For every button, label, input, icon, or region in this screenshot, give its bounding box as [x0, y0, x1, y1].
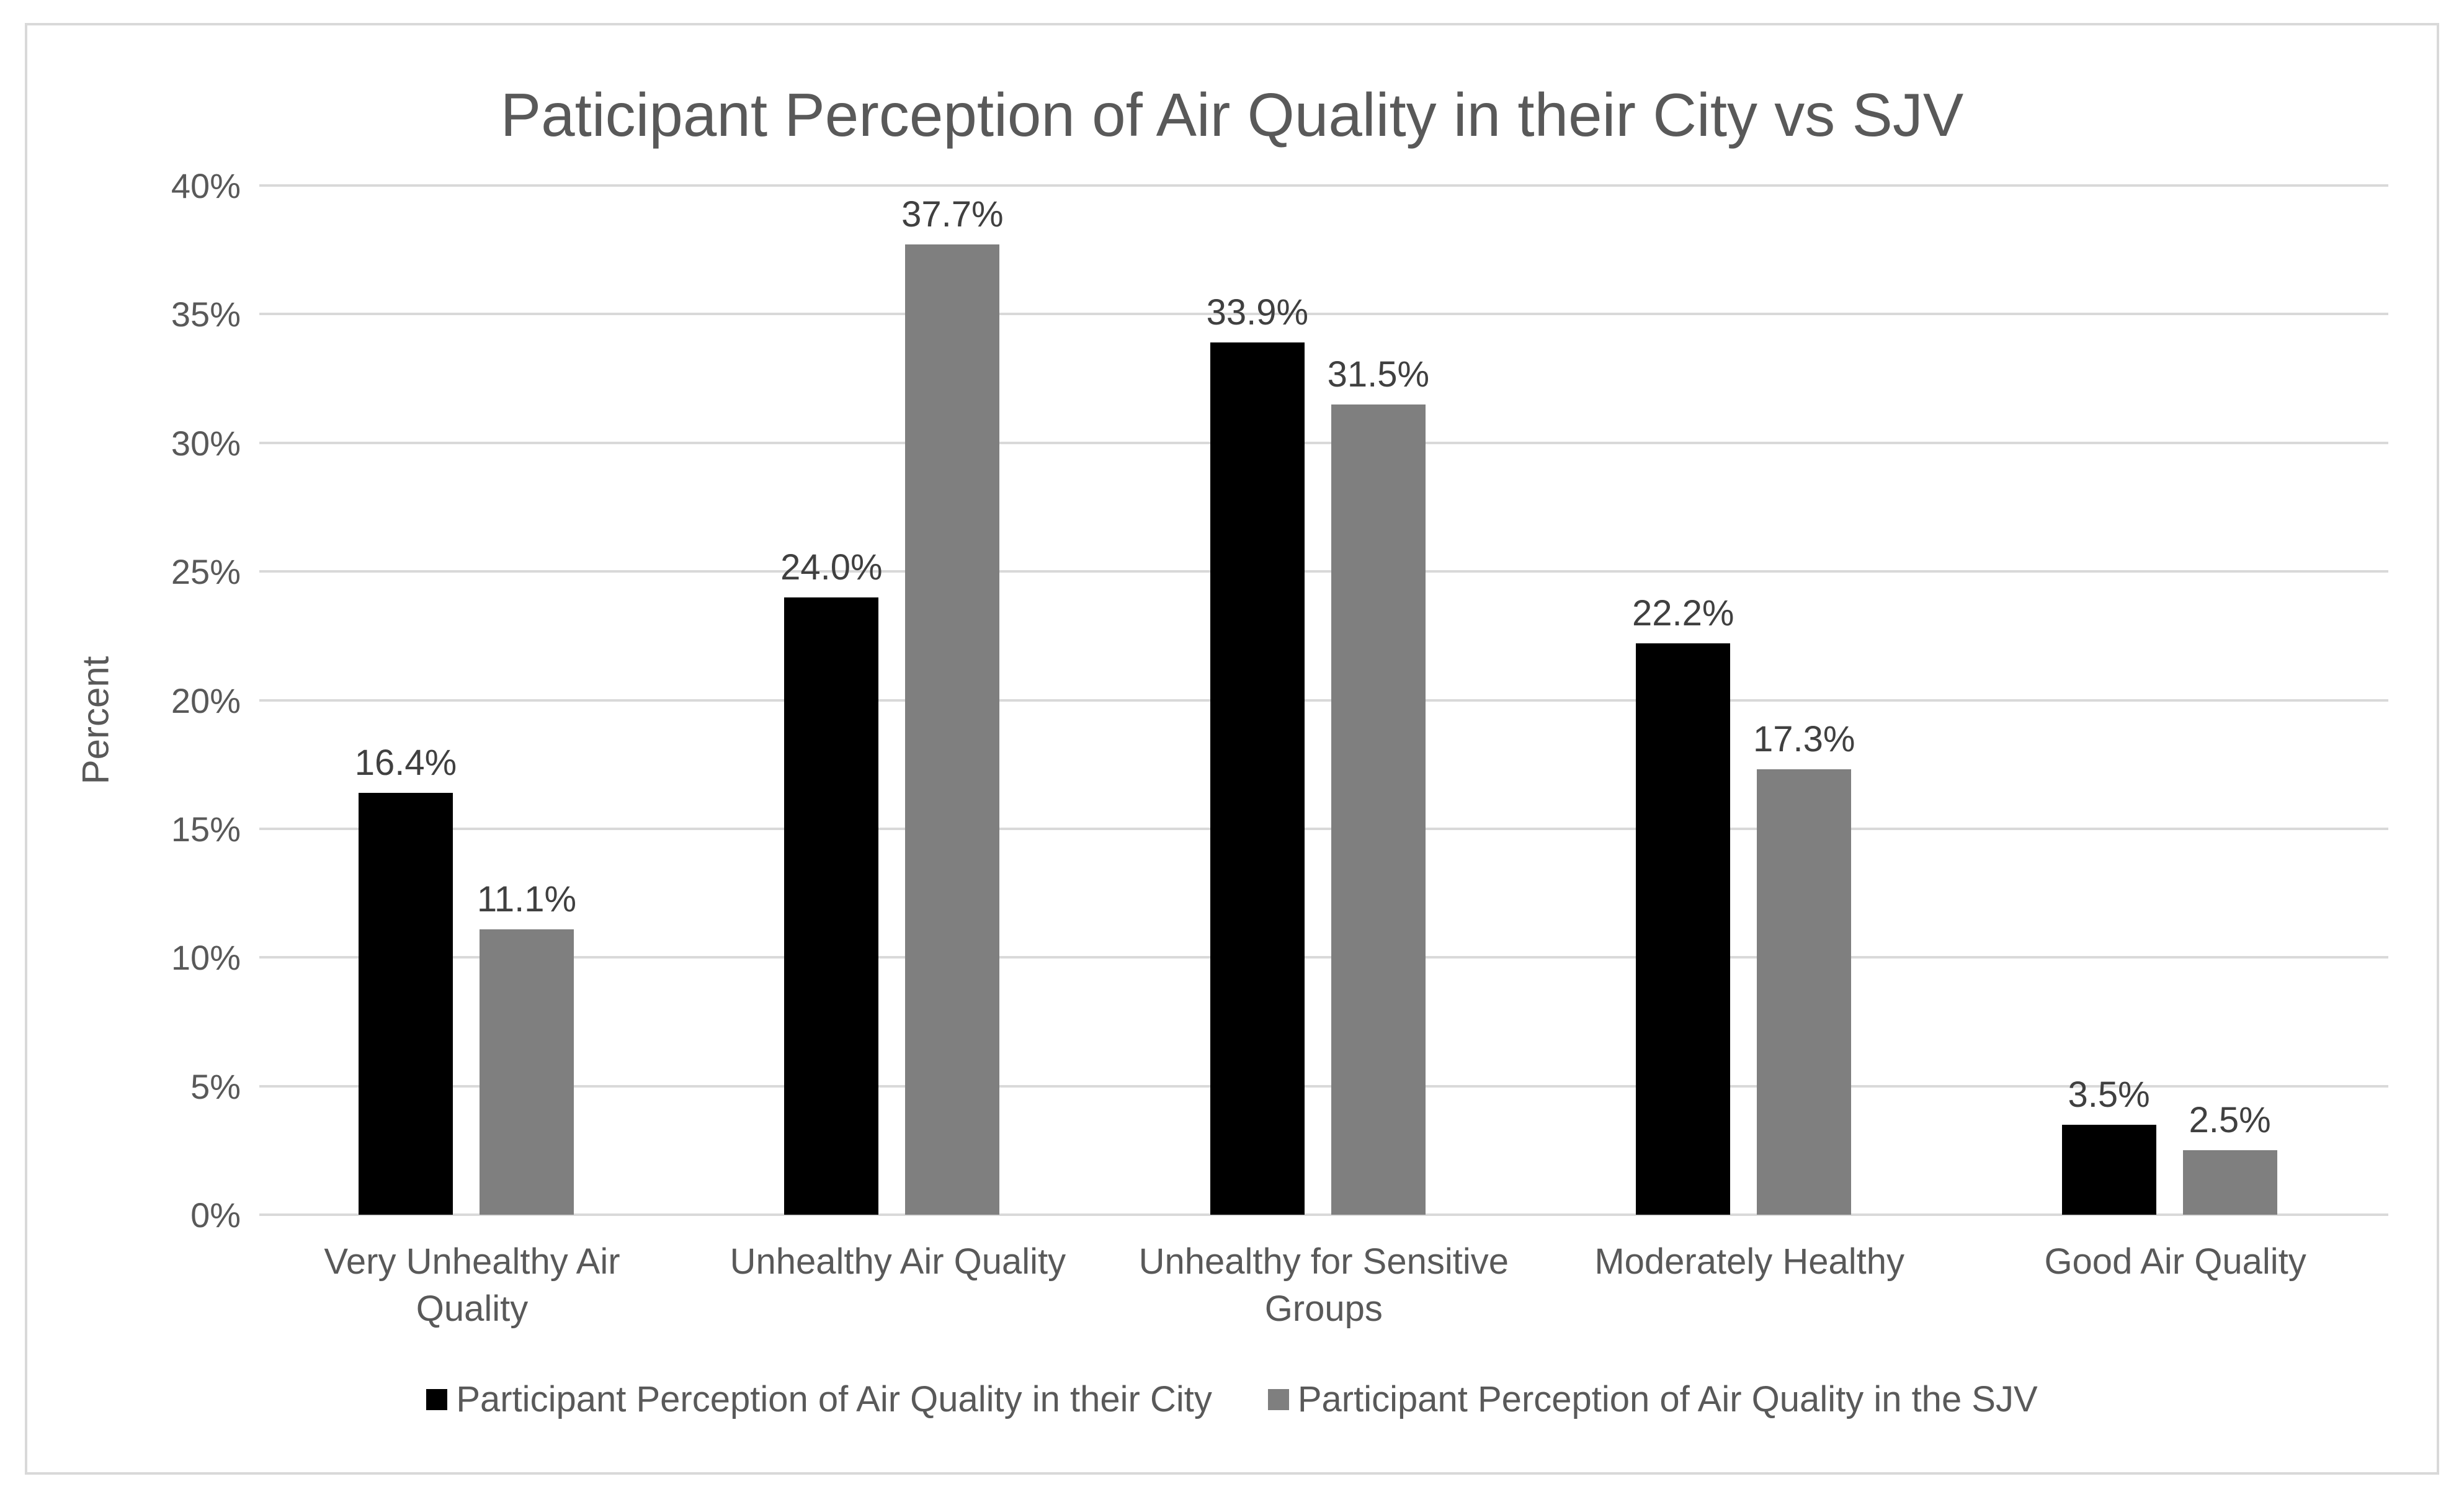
gridline	[259, 1084, 2388, 1088]
data-label: 16.4%	[354, 742, 457, 783]
data-label: 3.5%	[2068, 1074, 2150, 1115]
y-tick-label: 35%	[171, 295, 241, 334]
gridline	[259, 184, 2388, 187]
data-label: 22.2%	[1632, 593, 1734, 634]
bar-city	[359, 792, 453, 1215]
y-tick-label: 5%	[190, 1066, 241, 1106]
gridline	[259, 570, 2388, 573]
gridline	[259, 313, 2388, 316]
x-tick-label: Unhealthy Air Quality	[730, 1241, 1066, 1282]
legend-swatch-icon	[426, 1388, 448, 1410]
legend-swatch-icon	[1267, 1388, 1289, 1410]
y-tick-label: 20%	[171, 681, 241, 720]
bar-sjv	[1757, 769, 1852, 1215]
gridline	[259, 1213, 2388, 1216]
legend-label: Participant Perception of Air Quality in…	[1297, 1379, 2038, 1419]
gridline	[259, 699, 2388, 702]
data-label: 2.5%	[2189, 1100, 2271, 1141]
legend-label: Participant Perception of Air Quality in…	[456, 1379, 1212, 1419]
bar-city	[1636, 643, 1731, 1215]
data-label: 33.9%	[1206, 292, 1309, 333]
x-tick-label: Good Air Quality	[2044, 1241, 2306, 1282]
data-label: 24.0%	[780, 547, 883, 588]
y-tick-label: 10%	[171, 938, 241, 978]
data-label: 11.1%	[476, 878, 577, 919]
x-tick-label: Moderately Healthy	[1594, 1241, 1905, 1282]
y-tick-label: 0%	[190, 1195, 241, 1235]
chart-title: Paticipant Perception of Air Quality in …	[500, 81, 1964, 149]
x-tick-label: Unhealthy for Sensitive Groups	[1138, 1241, 1509, 1329]
data-label: 37.7%	[901, 194, 1004, 235]
gridline	[259, 827, 2388, 830]
legend-item-sjv: Participant Perception of Air Quality in…	[1267, 1379, 2038, 1420]
data-label: 17.3%	[1752, 719, 1855, 760]
bar-city	[2061, 1124, 2156, 1215]
bar-sjv	[1331, 404, 1426, 1215]
bar-sjv	[905, 244, 1000, 1215]
legend-item-city: Participant Perception of Air Quality in…	[426, 1379, 1212, 1420]
bar-city	[1210, 342, 1305, 1215]
bar-sjv	[2182, 1150, 2277, 1215]
x-tick-label: Very Unhealthy Air Quality	[324, 1241, 620, 1329]
y-tick-label: 30%	[171, 423, 241, 463]
y-axis-label: Percent	[74, 656, 117, 785]
gridline	[259, 956, 2388, 959]
y-tick-label: 25%	[171, 552, 241, 592]
plot-area: 0% 5% 10% 15% 20% 25% 30% 35% 40% 16.4% 24.0% 33.9%…	[171, 166, 2388, 1235]
legend: Participant Perception of Air Quality in…	[0, 1379, 2464, 1420]
y-tick-label: 15%	[171, 809, 241, 849]
gridline	[259, 441, 2388, 444]
y-tick-label: 40%	[171, 166, 241, 205]
bar-sjv	[480, 929, 574, 1215]
bar-city	[784, 597, 879, 1215]
data-label: 31.5%	[1327, 354, 1430, 395]
